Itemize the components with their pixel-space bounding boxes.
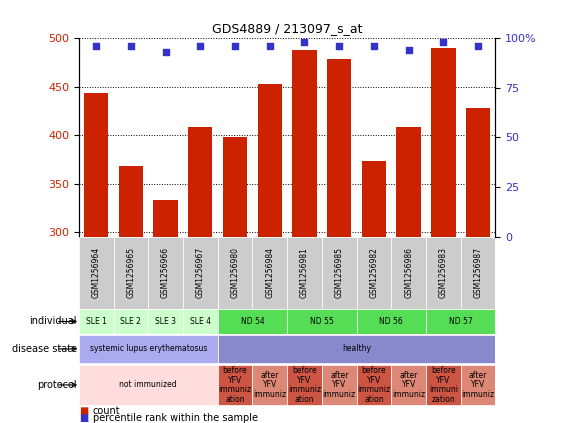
Bar bbox=[391, 237, 426, 309]
Text: after
YFV
immuniz: after YFV immuniz bbox=[323, 371, 356, 399]
Text: ■: ■ bbox=[79, 406, 88, 416]
Bar bbox=[396, 127, 421, 237]
Bar bbox=[218, 237, 252, 309]
Text: ND 55: ND 55 bbox=[310, 317, 334, 326]
Text: SLE 2: SLE 2 bbox=[120, 317, 141, 326]
Bar bbox=[114, 237, 148, 309]
Point bbox=[473, 43, 482, 49]
Bar bbox=[114, 309, 148, 334]
Bar bbox=[287, 237, 322, 309]
Text: GSM1256966: GSM1256966 bbox=[161, 247, 170, 298]
Text: after
YFV
immuniz: after YFV immuniz bbox=[392, 371, 425, 399]
Text: healthy: healthy bbox=[342, 344, 371, 354]
Bar bbox=[426, 309, 495, 334]
Bar bbox=[79, 335, 218, 363]
Bar bbox=[461, 237, 495, 309]
Text: individual: individual bbox=[29, 316, 77, 327]
Text: GSM1256985: GSM1256985 bbox=[335, 247, 343, 298]
Point bbox=[265, 43, 274, 49]
Bar bbox=[258, 84, 282, 237]
Text: ■: ■ bbox=[79, 413, 88, 423]
Bar bbox=[322, 237, 356, 309]
Point bbox=[334, 43, 343, 49]
Bar bbox=[287, 309, 356, 334]
Bar bbox=[327, 59, 351, 237]
Text: SLE 1: SLE 1 bbox=[86, 317, 106, 326]
Text: GSM1256981: GSM1256981 bbox=[300, 247, 309, 298]
Bar bbox=[79, 365, 218, 405]
Bar bbox=[84, 93, 108, 237]
Text: GSM1256987: GSM1256987 bbox=[473, 247, 482, 298]
Text: protocol: protocol bbox=[37, 380, 77, 390]
Point bbox=[439, 38, 448, 45]
Bar bbox=[322, 365, 356, 405]
Point bbox=[161, 49, 170, 55]
Bar bbox=[148, 309, 183, 334]
Text: before
YFV
immuniz
ation: before YFV immuniz ation bbox=[358, 366, 391, 404]
Text: after
YFV
immuniz: after YFV immuniz bbox=[462, 371, 495, 399]
Bar bbox=[188, 127, 212, 237]
Bar bbox=[223, 137, 247, 237]
Text: GSM1256980: GSM1256980 bbox=[231, 247, 239, 298]
Text: percentile rank within the sample: percentile rank within the sample bbox=[93, 413, 258, 423]
Text: GSM1256967: GSM1256967 bbox=[196, 247, 205, 298]
Text: before
YFV
immuniz
ation: before YFV immuniz ation bbox=[288, 366, 321, 404]
Text: GSM1256984: GSM1256984 bbox=[265, 247, 274, 298]
Point bbox=[369, 43, 378, 49]
Text: SLE 4: SLE 4 bbox=[190, 317, 211, 326]
Text: GSM1256964: GSM1256964 bbox=[92, 247, 101, 298]
Bar bbox=[218, 309, 287, 334]
Bar bbox=[287, 365, 322, 405]
Title: GDS4889 / 213097_s_at: GDS4889 / 213097_s_at bbox=[212, 22, 363, 36]
Point bbox=[231, 43, 240, 49]
Bar bbox=[183, 309, 218, 334]
Bar bbox=[356, 237, 391, 309]
Bar bbox=[362, 161, 386, 237]
Point bbox=[300, 38, 309, 45]
Bar bbox=[119, 166, 143, 237]
Text: before
YFV
immuni
zation: before YFV immuni zation bbox=[429, 366, 458, 404]
Text: GSM1256986: GSM1256986 bbox=[404, 247, 413, 298]
Text: GSM1256983: GSM1256983 bbox=[439, 247, 448, 298]
Bar bbox=[183, 237, 218, 309]
Bar bbox=[356, 365, 391, 405]
Text: ND 56: ND 56 bbox=[379, 317, 403, 326]
Bar bbox=[154, 200, 178, 237]
Point bbox=[92, 43, 101, 49]
Bar bbox=[79, 237, 114, 309]
Bar bbox=[292, 50, 316, 237]
Bar bbox=[431, 48, 455, 237]
Point bbox=[126, 43, 136, 49]
Text: GSM1256965: GSM1256965 bbox=[127, 247, 135, 298]
Text: after
YFV
immuniz: after YFV immuniz bbox=[253, 371, 287, 399]
Bar bbox=[148, 237, 183, 309]
Text: before
YFV
immuniz
ation: before YFV immuniz ation bbox=[218, 366, 252, 404]
Text: count: count bbox=[93, 406, 120, 416]
Bar bbox=[252, 237, 287, 309]
Text: ND 57: ND 57 bbox=[449, 317, 472, 326]
Text: systemic lupus erythematosus: systemic lupus erythematosus bbox=[90, 344, 207, 354]
Bar bbox=[79, 309, 114, 334]
Bar bbox=[426, 365, 461, 405]
Point bbox=[404, 47, 413, 53]
Text: GSM1256982: GSM1256982 bbox=[369, 247, 378, 298]
Bar bbox=[356, 309, 426, 334]
Text: ND 54: ND 54 bbox=[240, 317, 264, 326]
Bar bbox=[218, 365, 252, 405]
Bar bbox=[466, 108, 490, 237]
Bar bbox=[461, 365, 495, 405]
Bar bbox=[426, 237, 461, 309]
Bar bbox=[391, 365, 426, 405]
Text: not immunized: not immunized bbox=[119, 380, 177, 390]
Bar bbox=[218, 335, 495, 363]
Text: disease state: disease state bbox=[12, 344, 77, 354]
Bar bbox=[252, 365, 287, 405]
Text: SLE 3: SLE 3 bbox=[155, 317, 176, 326]
Point bbox=[196, 43, 205, 49]
